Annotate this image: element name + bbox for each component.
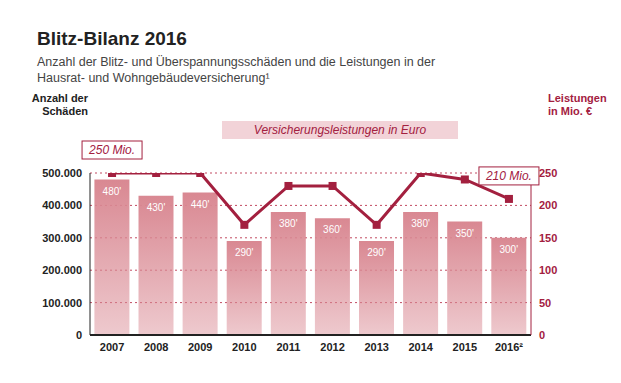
svg-text:100: 100	[539, 264, 557, 276]
svg-text:200.000: 200.000	[42, 264, 82, 276]
html-text:Anzahl der Schäden: Anzahl der Schäden	[31, 92, 88, 117]
html-text:Blitz-Bilanz 2016: Blitz-Bilanz 2016	[37, 28, 187, 49]
svg-text:50: 50	[539, 297, 551, 309]
svg-text:2015: 2015	[453, 341, 477, 353]
svg-text:430': 430'	[147, 202, 166, 213]
svg-text:2013: 2013	[364, 341, 388, 353]
svg-text:400.000: 400.000	[42, 199, 82, 211]
svg-text:0: 0	[76, 329, 82, 341]
svg-text:290': 290'	[367, 247, 386, 258]
html-text:Versicherungsleistungen in Eur: Versicherungsleistungen in Euro	[253, 123, 427, 137]
svg-text:0: 0	[539, 329, 545, 341]
svg-text:480': 480'	[103, 186, 122, 197]
svg-text:2016²: 2016²	[495, 341, 523, 353]
html-text:Anzahl der Blitz- und Überspan: Anzahl der Blitz- und Überspannungsschäd…	[37, 55, 436, 85]
svg-text:100.000: 100.000	[42, 297, 82, 309]
svg-text:290': 290'	[235, 247, 254, 258]
svg-text:380': 380'	[411, 218, 430, 229]
svg-text:150: 150	[539, 232, 557, 244]
svg-text:440': 440'	[191, 199, 210, 210]
svg-text:360': 360'	[323, 224, 342, 235]
svg-text:200: 200	[539, 199, 557, 211]
svg-text:2012: 2012	[320, 341, 344, 353]
html-text:Leistungen in Mio. €: Leistungen in Mio. €	[548, 92, 607, 117]
svg-text:250: 250	[539, 167, 557, 179]
svg-text:300': 300'	[500, 244, 519, 255]
svg-text:2009: 2009	[188, 341, 212, 353]
svg-text:2014: 2014	[409, 341, 434, 353]
svg-text:2011: 2011	[277, 341, 301, 353]
svg-text:2007: 2007	[100, 341, 124, 353]
svg-text:210 Mio.: 210 Mio.	[485, 169, 532, 183]
svg-text:350': 350'	[455, 228, 474, 239]
svg-text:500.000: 500.000	[42, 167, 82, 179]
svg-text:300.000: 300.000	[42, 232, 82, 244]
svg-text:2010: 2010	[232, 341, 256, 353]
svg-text:250 Mio.: 250 Mio.	[88, 143, 135, 157]
svg-text:380': 380'	[279, 218, 298, 229]
svg-text:2008: 2008	[144, 341, 168, 353]
